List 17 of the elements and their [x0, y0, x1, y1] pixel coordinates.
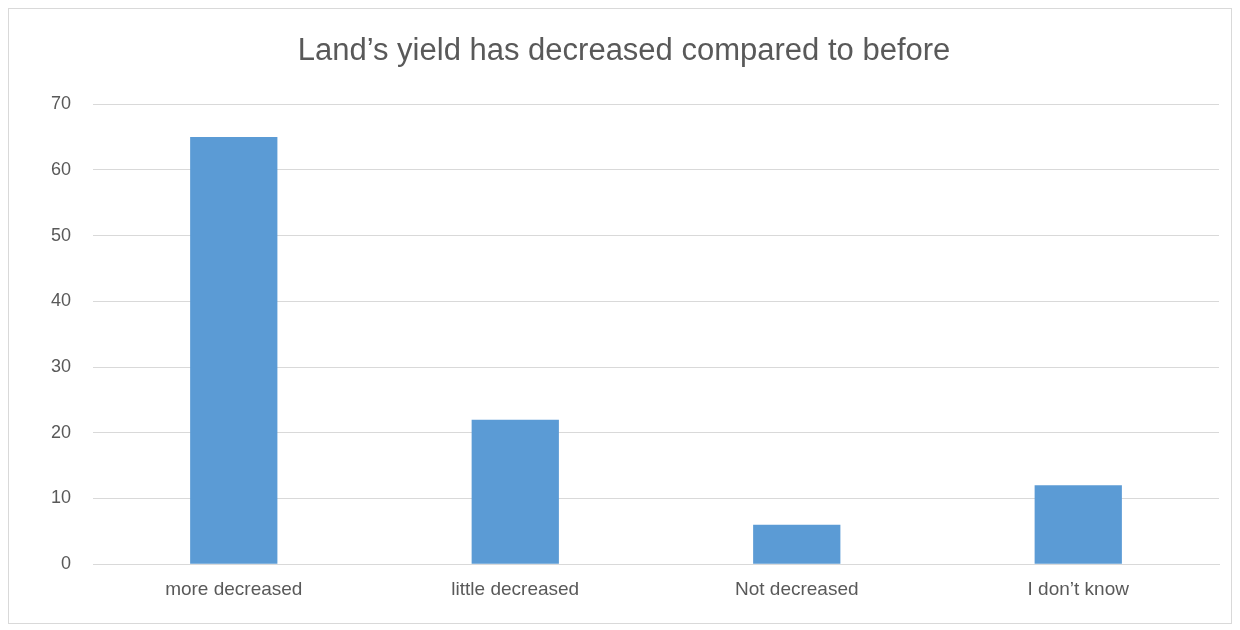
bar: [471, 419, 559, 564]
y-tick-label: 70: [50, 93, 72, 114]
y-tick-label: 10: [50, 487, 72, 508]
bar: [1034, 485, 1122, 564]
bar: [753, 524, 841, 564]
x-tick-label: more decreased: [165, 577, 303, 599]
y-tick-label: 0: [61, 553, 72, 574]
y-tick-label: 40: [50, 290, 72, 311]
y-tick-label: 50: [50, 224, 72, 245]
y-tick-label: 30: [50, 356, 72, 377]
chart-title: Land’s yield has decreased compared to before: [297, 32, 951, 68]
y-tick-label: 60: [50, 158, 72, 179]
bar: [190, 137, 278, 564]
x-tick-label: little decreased: [451, 577, 580, 599]
x-tick-label: Not decreased: [734, 577, 859, 599]
y-tick-label: 20: [50, 421, 72, 442]
x-tick-label: I don’t know: [1027, 577, 1130, 599]
